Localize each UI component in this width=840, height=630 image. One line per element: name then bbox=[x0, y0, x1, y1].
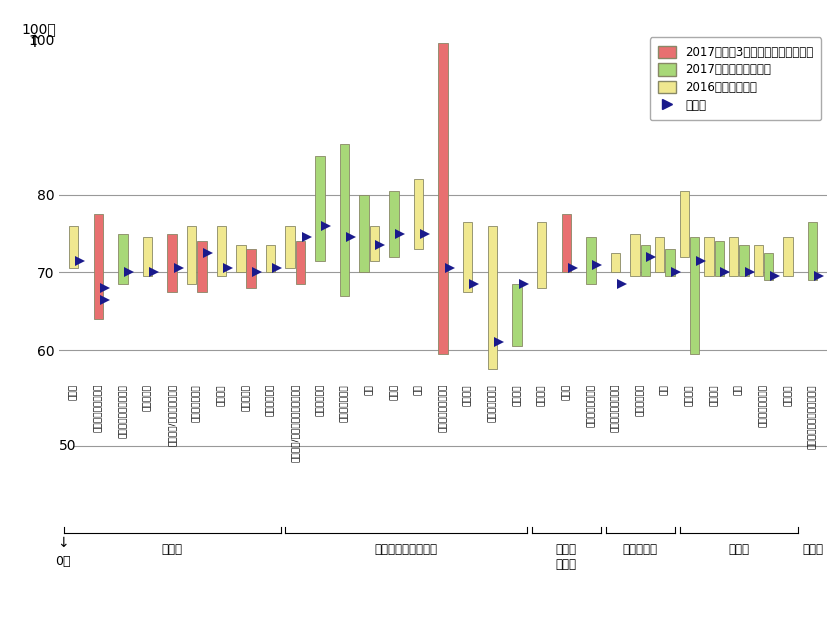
Bar bbox=[389, 191, 398, 257]
Bar bbox=[808, 222, 817, 280]
Bar bbox=[537, 222, 546, 288]
Text: 生活関連サービス: 生活関連サービス bbox=[586, 384, 596, 427]
Text: 各種専門店: 各種専門店 bbox=[242, 384, 250, 411]
Text: 近郊鉄道: 近郊鉄道 bbox=[512, 384, 522, 406]
Text: その他: その他 bbox=[802, 543, 823, 556]
Legend: 2017年度第3回（今回）発表の業種, 2017年度調査済の業種, 2016年度調査結果, 中央値: 2017年度第3回（今回）発表の業種, 2017年度調査済の業種, 2016年度… bbox=[649, 37, 822, 120]
Text: 0点: 0点 bbox=[55, 556, 71, 568]
Text: ↑: ↑ bbox=[28, 33, 42, 51]
Bar bbox=[286, 226, 295, 268]
Bar bbox=[512, 284, 522, 346]
Bar bbox=[93, 214, 102, 319]
Text: 小売系: 小売系 bbox=[161, 543, 182, 556]
Text: 百貨店: 百貨店 bbox=[69, 384, 78, 400]
Bar bbox=[217, 226, 226, 276]
Text: エンタテインメント: エンタテインメント bbox=[438, 384, 448, 432]
Text: 飲食: 飲食 bbox=[365, 384, 374, 395]
Text: 国内長距離交通: 国内長距離交通 bbox=[488, 384, 497, 421]
Bar bbox=[197, 241, 207, 292]
Text: コンビニエンスストア: コンビニエンスストア bbox=[118, 384, 128, 438]
Bar bbox=[438, 43, 448, 354]
Bar bbox=[715, 241, 724, 276]
Bar bbox=[463, 222, 472, 292]
Text: 50: 50 bbox=[60, 439, 76, 453]
Bar bbox=[630, 234, 640, 276]
Text: 銀行: 銀行 bbox=[660, 384, 669, 395]
Bar bbox=[360, 195, 369, 272]
Bar bbox=[187, 226, 197, 284]
Text: カフェ: カフェ bbox=[389, 384, 398, 400]
Bar bbox=[739, 245, 748, 276]
Text: 金融系: 金融系 bbox=[728, 543, 749, 556]
Text: 生命保険: 生命保険 bbox=[685, 384, 694, 406]
Bar bbox=[246, 249, 256, 288]
Text: 生活用品/ホームセンター: 生活用品/ホームセンター bbox=[168, 384, 176, 446]
Bar bbox=[764, 253, 773, 280]
Text: 家電量販店: 家電量販店 bbox=[143, 384, 152, 411]
Text: ビジネスホテル: ビジネスホテル bbox=[340, 384, 349, 421]
Text: 銀行（借入・貯蓄・投資）: 銀行（借入・貯蓄・投資） bbox=[808, 384, 817, 449]
Text: ドラッグストア: ドラッグストア bbox=[192, 384, 202, 421]
Text: 通信販売/サービスステーション: 通信販売/サービスステーション bbox=[291, 384, 300, 462]
Text: 自動車販売店: 自動車販売店 bbox=[266, 384, 276, 416]
Text: 旅行: 旅行 bbox=[414, 384, 423, 395]
Text: 証券: 証券 bbox=[734, 384, 743, 395]
Bar bbox=[704, 238, 714, 276]
Text: 生活支援系: 生活支援系 bbox=[622, 543, 658, 556]
Text: 衣料品店: 衣料品店 bbox=[217, 384, 226, 406]
Text: 事務機器: 事務機器 bbox=[784, 384, 792, 406]
Bar bbox=[167, 234, 176, 292]
Bar bbox=[586, 238, 596, 284]
Bar bbox=[655, 238, 664, 272]
Bar bbox=[266, 245, 276, 272]
Bar bbox=[340, 144, 349, 295]
Text: 通信・
物流系: 通信・ 物流系 bbox=[556, 543, 577, 571]
Bar bbox=[488, 226, 497, 369]
Bar bbox=[296, 241, 305, 284]
Bar bbox=[414, 179, 423, 249]
Text: 宅配便: 宅配便 bbox=[562, 384, 570, 400]
Bar bbox=[69, 226, 78, 268]
Text: 100点: 100点 bbox=[21, 22, 55, 36]
Bar bbox=[753, 245, 763, 276]
Bar bbox=[370, 226, 379, 261]
Bar bbox=[315, 156, 324, 261]
Text: 携帯電話: 携帯電話 bbox=[537, 384, 546, 406]
Bar bbox=[729, 238, 738, 276]
Bar bbox=[562, 214, 571, 272]
Text: 観光・飲食・交通系: 観光・飲食・交通系 bbox=[375, 543, 438, 556]
Text: スーパーマーケット: スーパーマーケット bbox=[94, 384, 102, 432]
Bar bbox=[641, 245, 650, 276]
Text: シティホテル: シティホテル bbox=[316, 384, 324, 416]
Bar bbox=[784, 238, 793, 276]
Bar bbox=[611, 253, 620, 272]
Text: クレジットカード: クレジットカード bbox=[759, 384, 768, 427]
Bar bbox=[690, 238, 699, 354]
Bar bbox=[118, 234, 128, 284]
Bar bbox=[665, 249, 675, 276]
Bar bbox=[680, 191, 689, 257]
Bar bbox=[143, 238, 152, 276]
Text: 国際航空: 国際航空 bbox=[463, 384, 472, 406]
Text: ↓: ↓ bbox=[56, 536, 68, 550]
Text: 損害保険: 損害保険 bbox=[710, 384, 718, 406]
Text: フィットネスクラブ: フィットネスクラブ bbox=[611, 384, 620, 432]
Bar bbox=[236, 245, 245, 272]
Text: 教育サービス: 教育サービス bbox=[636, 384, 644, 416]
